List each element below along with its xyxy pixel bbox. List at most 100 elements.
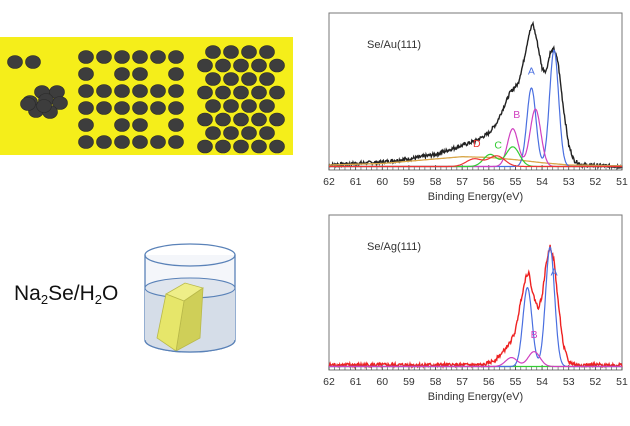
- component-label: B: [531, 329, 538, 341]
- chart-title: Se/Au(111): [367, 39, 421, 51]
- particle: [168, 101, 184, 115]
- solution-label-part: O: [102, 282, 119, 305]
- particle: [251, 85, 267, 100]
- component-label: A: [551, 267, 558, 279]
- particle: [168, 84, 184, 98]
- x-tick-label: 55: [510, 176, 522, 188]
- particle: [205, 72, 221, 86]
- particle: [132, 50, 148, 64]
- particle: [241, 99, 257, 113]
- particle: [241, 45, 257, 59]
- x-tick-label: 57: [456, 376, 468, 388]
- particle: [197, 58, 213, 73]
- particle: [168, 50, 184, 64]
- x-tick-label: 62: [323, 176, 335, 188]
- particle: [205, 99, 221, 113]
- particle: [7, 55, 23, 69]
- particle: [132, 84, 148, 98]
- particle: [132, 101, 148, 115]
- particle: [96, 101, 112, 115]
- particle: [114, 118, 130, 132]
- x-tick-label: 56: [483, 376, 495, 388]
- solution-label-subscript: 2: [40, 292, 49, 307]
- particle: [132, 67, 148, 81]
- particle: [251, 58, 267, 73]
- particle: [259, 72, 275, 86]
- particle: [78, 118, 94, 132]
- x-tick-label: 53: [563, 376, 575, 388]
- plot-frame: [328, 214, 623, 371]
- x-tick-label: 52: [590, 376, 602, 388]
- plot-frame: [328, 12, 623, 171]
- particle: [223, 45, 239, 59]
- particle: [233, 85, 249, 100]
- xps-chart-se-au: 62 61 60 59 58 57 56 55 54 53 52 51 Binding Energy(e…: [323, 12, 628, 203]
- x-tick-label: 61: [350, 376, 362, 388]
- x-tick-label: 60: [376, 376, 388, 388]
- particle: [168, 67, 184, 81]
- particle: [251, 112, 267, 127]
- x-tick-label: 59: [403, 376, 415, 388]
- data-envelope-curve: [328, 20, 623, 170]
- particle: [233, 112, 249, 127]
- x-tick-label: 54: [536, 176, 548, 188]
- component-label: B: [513, 109, 520, 121]
- particle: [168, 118, 184, 132]
- component-label: D: [473, 138, 481, 150]
- selenium-adlayer-particles: [7, 45, 285, 154]
- particle: [150, 84, 166, 98]
- particle: [150, 50, 166, 64]
- x-tick-label: 57: [456, 176, 468, 188]
- particle: [269, 112, 285, 127]
- particle: [78, 50, 94, 64]
- particle: [78, 101, 94, 115]
- x-tick-label: 60: [376, 176, 388, 188]
- particle: [168, 135, 184, 149]
- particle: [96, 84, 112, 98]
- particle: [132, 135, 148, 149]
- sample-preparation-scheme: [0, 37, 293, 353]
- x-tick-label: 55: [510, 376, 522, 388]
- x-axis: 62 61 60 59 58 57 56 55 54 53 52 51: [323, 165, 628, 188]
- component-curve-b: [329, 350, 622, 368]
- x-tick-label: 54: [536, 376, 548, 388]
- x-axis-label: Binding Energy(eV): [428, 191, 523, 203]
- chart-title: Se/Ag(111): [367, 241, 421, 253]
- x-tick-label: 61: [350, 176, 362, 188]
- particle: [114, 84, 130, 98]
- particle: [197, 85, 213, 100]
- x-tick-label: 51: [616, 176, 628, 188]
- particle: [215, 139, 231, 154]
- solution-label-part: Se/H: [48, 282, 95, 305]
- particle: [197, 139, 213, 154]
- particle: [269, 139, 285, 154]
- particle: [223, 126, 239, 140]
- particle: [20, 97, 36, 111]
- x-tick-label: 52: [590, 176, 602, 188]
- particle: [215, 58, 231, 73]
- background-curve: [329, 156, 622, 167]
- solution-label-subscript: 2: [94, 292, 103, 307]
- particle: [269, 58, 285, 73]
- crystal-sample: [156, 282, 204, 352]
- particle: [78, 84, 94, 98]
- particle: [150, 135, 166, 149]
- particle: [96, 135, 112, 149]
- particle: [96, 50, 112, 64]
- component-label: A: [528, 65, 535, 77]
- x-axis-label: Binding Energy(eV): [428, 391, 523, 403]
- component-curve-d: [329, 155, 622, 168]
- particle: [259, 99, 275, 113]
- particle: [205, 126, 221, 140]
- x-tick-label: 56: [483, 176, 495, 188]
- x-tick-label: 58: [430, 176, 442, 188]
- particle: [223, 99, 239, 113]
- solution-label-part: Na: [14, 282, 41, 305]
- xps-chart-se-ag: 62 61 60 59 58 57 56 55 54 53 52 51 Binding Energy(e…: [323, 214, 628, 403]
- particle: [259, 126, 275, 140]
- particle: [259, 45, 275, 59]
- particle: [197, 112, 213, 127]
- particle: [52, 96, 68, 110]
- particle: [25, 55, 41, 69]
- particle: [215, 112, 231, 127]
